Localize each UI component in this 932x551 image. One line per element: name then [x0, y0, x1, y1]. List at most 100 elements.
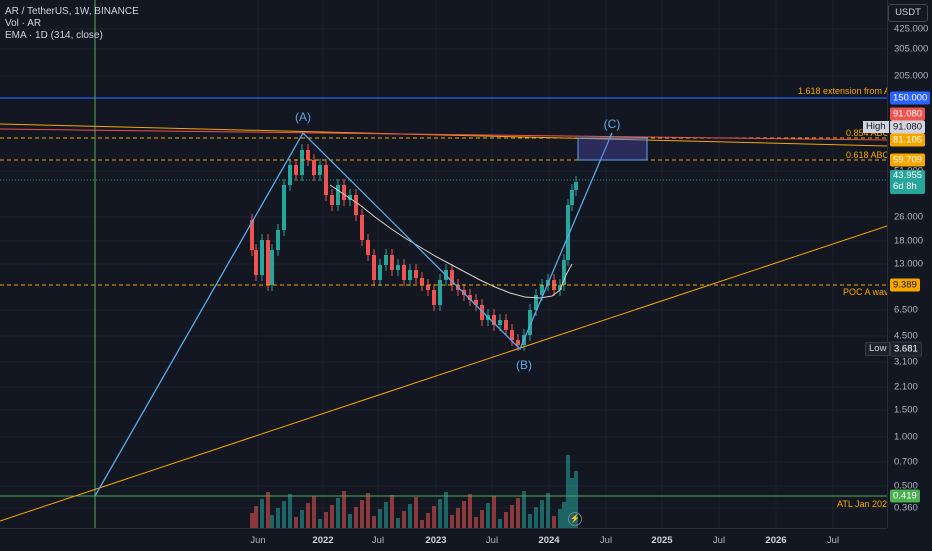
annotation-poc: POC A wave	[843, 287, 894, 297]
candle-body	[372, 255, 376, 280]
volume-bar	[558, 509, 562, 528]
volume-bars	[250, 455, 578, 528]
ema-indicator-label[interactable]: EMA · 1D (314, close)	[5, 30, 103, 41]
wave-abc-lines	[94, 131, 613, 497]
time-label: Jul	[371, 535, 385, 546]
price-chart[interactable]	[0, 0, 887, 528]
volume-bar	[562, 502, 566, 528]
volume-bar	[522, 491, 526, 528]
volume-bar	[528, 514, 532, 528]
price-tag-atl: 0.419	[890, 489, 920, 503]
target-zone	[577, 137, 648, 161]
volume-bar	[270, 515, 274, 528]
price-tag-poc: 9.389	[890, 278, 920, 292]
annotation-618: 0.618 ABC	[846, 150, 890, 160]
price-tick: 205.000	[894, 70, 929, 82]
candle-body	[432, 290, 436, 305]
candle-body	[348, 195, 352, 200]
candle-body	[438, 280, 442, 305]
high-label: High	[863, 121, 889, 133]
time-label: 2024	[538, 535, 560, 546]
volume-bar	[324, 512, 328, 528]
volume-bar	[288, 494, 292, 528]
volume-bar	[498, 519, 502, 528]
candle-body	[306, 150, 310, 160]
price-axis[interactable]: 425.000 305.000 205.000 51.000 26.000 18…	[887, 0, 932, 528]
price-tick: 3.100	[894, 356, 918, 368]
candle-body	[402, 265, 406, 280]
candle-body	[276, 230, 280, 250]
candlesticks	[250, 144, 578, 351]
currency-unit-button[interactable]: USDT	[888, 4, 928, 22]
volume-bar	[294, 517, 298, 528]
volume-bar	[390, 495, 394, 528]
volume-bar	[566, 455, 570, 528]
price-tick: 0.700	[894, 456, 918, 468]
support-line-orange	[0, 225, 887, 522]
volume-bar	[360, 500, 364, 528]
candle-body	[474, 300, 478, 305]
volume-indicator-label[interactable]: Vol · AR	[5, 18, 42, 29]
price-tick: 0.500	[894, 480, 918, 492]
candle-body	[450, 270, 454, 285]
volume-bar	[250, 513, 254, 528]
volume-bar	[516, 498, 520, 528]
volume-bar	[420, 520, 424, 528]
volume-bar	[330, 505, 334, 528]
volume-bar	[486, 503, 490, 528]
volume-bar	[266, 492, 270, 528]
candle-body	[318, 165, 322, 175]
candle-body	[562, 260, 566, 285]
volume-bar	[546, 493, 550, 528]
volume-bar	[504, 512, 508, 528]
volume-bar	[402, 511, 406, 528]
price-tick: 26.000	[894, 211, 924, 223]
price-tick: 305.000	[894, 43, 929, 55]
candle-body	[312, 160, 316, 175]
candle-body	[574, 182, 578, 190]
volume-bar	[480, 510, 484, 528]
volume-bar	[408, 504, 412, 528]
time-axis[interactable]: Jun 2022 Jul 2023 Jul 2024 Jul 2025 Jul …	[0, 528, 887, 551]
symbol-title[interactable]: AR / TetherUS, 1W, BINANCE	[5, 6, 139, 17]
volume-bar	[318, 519, 322, 528]
candle-body	[282, 185, 286, 230]
price-tick: 0.360	[894, 502, 918, 514]
candle-body	[390, 255, 394, 270]
wave-a-label: (A)	[295, 110, 311, 124]
volume-bar	[570, 478, 574, 528]
price-tick: 2.100	[894, 381, 918, 393]
candle-body	[270, 250, 274, 285]
volume-bar	[306, 503, 310, 528]
volume-bar	[450, 515, 454, 528]
candle-body	[480, 305, 484, 320]
candle-body	[510, 330, 514, 340]
candle-body	[354, 195, 358, 215]
volume-bar	[468, 494, 472, 528]
candle-body	[408, 270, 412, 280]
volume-bar	[342, 491, 346, 528]
candle-body	[396, 265, 400, 270]
annotation-extension: 1.618 extension from ATL	[798, 86, 900, 96]
candle-body	[260, 240, 264, 275]
candle-body	[468, 295, 472, 300]
price-tick: 1.000	[894, 431, 918, 443]
volume-bar	[276, 508, 280, 528]
price-tick: 425.000	[894, 23, 929, 35]
volume-bar	[540, 500, 544, 528]
volume-bar	[456, 508, 460, 528]
candle-body	[516, 340, 520, 345]
lightning-icon[interactable]: ⚡	[568, 512, 582, 526]
volume-bar	[444, 492, 448, 528]
price-tick: 6.500	[894, 304, 918, 316]
price-tag-resistance: 91.080	[890, 107, 926, 121]
candle-body	[426, 285, 430, 290]
time-label: Jul	[712, 535, 726, 546]
volume-bar	[354, 507, 358, 528]
candle-body	[300, 150, 304, 175]
time-label: 2025	[651, 535, 673, 546]
volume-bar	[414, 497, 418, 528]
price-tag-current: 43.955 6d 8h	[890, 170, 926, 194]
candle-body	[336, 185, 340, 205]
wave-c-label: (C)	[603, 117, 621, 131]
